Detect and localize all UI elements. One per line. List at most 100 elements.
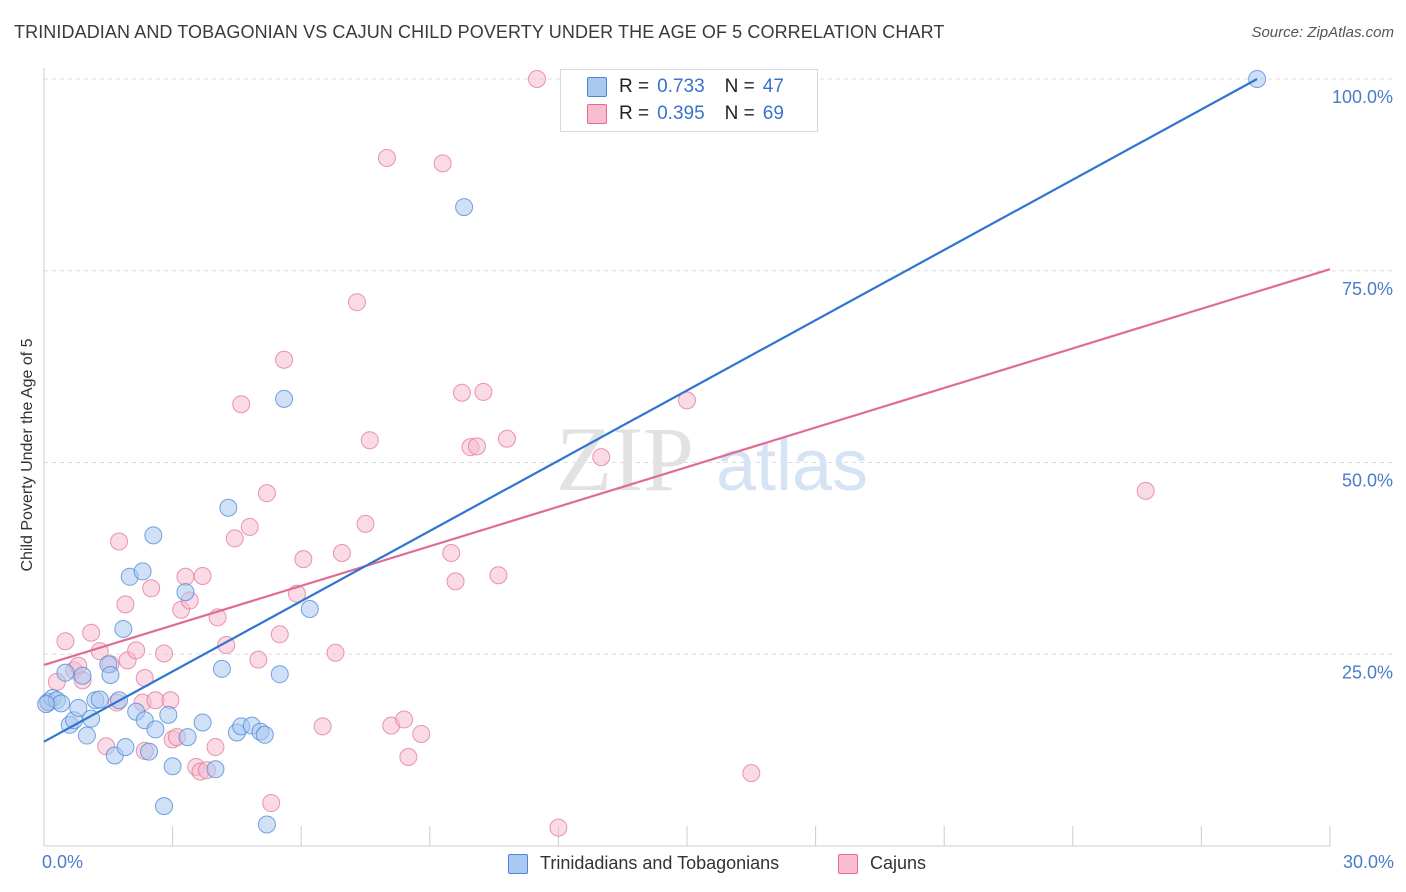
trinidadian-point — [455, 198, 474, 217]
legend-row-trinidadian: R = 0.733 N = 47 — [587, 76, 784, 98]
legend-row-cajun: R = 0.395 N = 69 — [587, 103, 784, 125]
x-tick-max: 30.0% — [1342, 852, 1394, 872]
cajun-point — [294, 550, 313, 569]
cajun-point — [332, 544, 351, 563]
cajun-point — [467, 437, 486, 456]
cajun-point — [176, 567, 195, 586]
trinidadian-point — [90, 690, 109, 709]
cajun-point — [360, 431, 379, 450]
cajun-point — [313, 717, 332, 736]
correlation-legend: R = 0.733 N = 47 R = 0.395 N = 69 — [560, 69, 818, 132]
cajun-point — [549, 818, 568, 837]
y-tick-labels: 25.0% 50.0% 75.0% 100.0% — [1332, 87, 1393, 682]
cajun-point — [262, 794, 281, 813]
trinidadian-point — [101, 665, 120, 684]
trinidadian-point — [73, 666, 92, 685]
cajun-point — [452, 383, 471, 402]
cajun-point — [527, 70, 546, 88]
cajun-point — [347, 293, 366, 312]
legend-swatch-pink — [587, 104, 607, 124]
trinidadian-point — [133, 562, 152, 581]
trinidadian-point — [178, 728, 197, 747]
cajun-point — [742, 764, 761, 783]
cajun-point — [446, 572, 465, 591]
trinidadian-point — [159, 705, 178, 724]
trinidadian-point — [163, 757, 182, 776]
cajun-point — [116, 595, 135, 614]
watermark-atlas: atlas — [716, 426, 868, 506]
watermark: ZIP atlas — [556, 408, 868, 510]
cajun-point — [678, 391, 696, 410]
cajun-point — [82, 623, 101, 642]
legend-item-trinidadian[interactable]: Trinidadians and Tobagonians — [508, 853, 779, 874]
trinidadian-point — [270, 665, 289, 684]
cajun-point — [142, 579, 161, 598]
cajun-point — [442, 544, 461, 563]
cajun-point — [146, 691, 165, 710]
trinidadian-point — [193, 713, 212, 732]
gridlines — [44, 78, 1395, 655]
legend-r-value: 0.733 — [657, 76, 705, 97]
legend-swatch-pink — [838, 853, 858, 874]
cajun-point — [412, 725, 431, 744]
trinidadian-point — [52, 694, 71, 713]
cajun-point — [377, 149, 396, 168]
cajun-point — [56, 632, 75, 651]
y-tick-label: 100.0% — [1332, 87, 1393, 107]
cajun-point — [275, 350, 294, 369]
trinidadian-point — [114, 619, 133, 638]
y-tick-label: 75.0% — [1342, 279, 1393, 299]
cajun-point — [270, 625, 289, 644]
x-tick-min: 0.0% — [42, 852, 84, 872]
cajun-point — [326, 643, 345, 662]
legend-n-value: 47 — [762, 76, 784, 97]
cajun-point — [1136, 481, 1155, 500]
trinidadian-point — [212, 659, 231, 678]
axes — [43, 68, 1331, 847]
cajun-point — [489, 566, 508, 585]
trinidadian-point — [255, 725, 274, 744]
cajun-point — [395, 710, 414, 729]
cajun-point — [225, 529, 244, 548]
cajun-point — [592, 448, 611, 467]
trinidadian-point — [219, 498, 238, 517]
legend-r-label: R = — [619, 76, 650, 97]
legend-swatch-blue — [587, 77, 607, 97]
trinidadian-point — [69, 698, 88, 717]
cajun-point — [474, 382, 493, 401]
series-legend: Trinidadians and Tobagonians Cajuns — [0, 853, 1406, 877]
trinidadian-point — [206, 760, 225, 779]
cajun-point — [193, 567, 212, 586]
source-credit: Source: ZipAtlas.com — [1251, 24, 1394, 41]
legend-swatch-blue — [508, 853, 528, 874]
legend-n-value: 69 — [762, 103, 784, 124]
chart-title: TRINIDADIAN AND TOBAGONIAN VS CAJUN CHIL… — [14, 22, 945, 42]
cajun-point — [249, 650, 268, 669]
trinidadian-point — [155, 797, 174, 816]
legend-item-cajun[interactable]: Cajuns — [838, 853, 926, 874]
y-tick-label: 50.0% — [1342, 471, 1393, 491]
cajun-trend-line — [43, 268, 1331, 667]
cajun-point — [206, 738, 225, 757]
cajun-point — [497, 429, 516, 448]
legend-label-cajun: Cajuns — [870, 853, 927, 873]
trinidadian-point — [146, 720, 165, 739]
legend-n-label: N = — [724, 76, 755, 97]
legend-label-trinidadian: Trinidadians and Tobagonians — [540, 853, 780, 873]
trinidadian-trend-line — [43, 78, 1258, 743]
cajun-point — [110, 532, 129, 551]
trinidadian-point — [275, 389, 294, 408]
trinidadian-point — [257, 815, 276, 834]
cajun-point — [433, 154, 452, 173]
trinidadian-point — [300, 599, 319, 618]
cajun-point — [240, 517, 259, 536]
trinidadian-point — [176, 583, 195, 602]
cajun-point — [399, 748, 418, 767]
legend-r-label: R = — [619, 103, 650, 124]
cajun-point — [356, 514, 375, 533]
cajun-point — [257, 484, 276, 503]
trend-lines — [43, 78, 1331, 743]
trinidadian-point — [116, 738, 135, 757]
trinidadian-point — [140, 742, 159, 761]
